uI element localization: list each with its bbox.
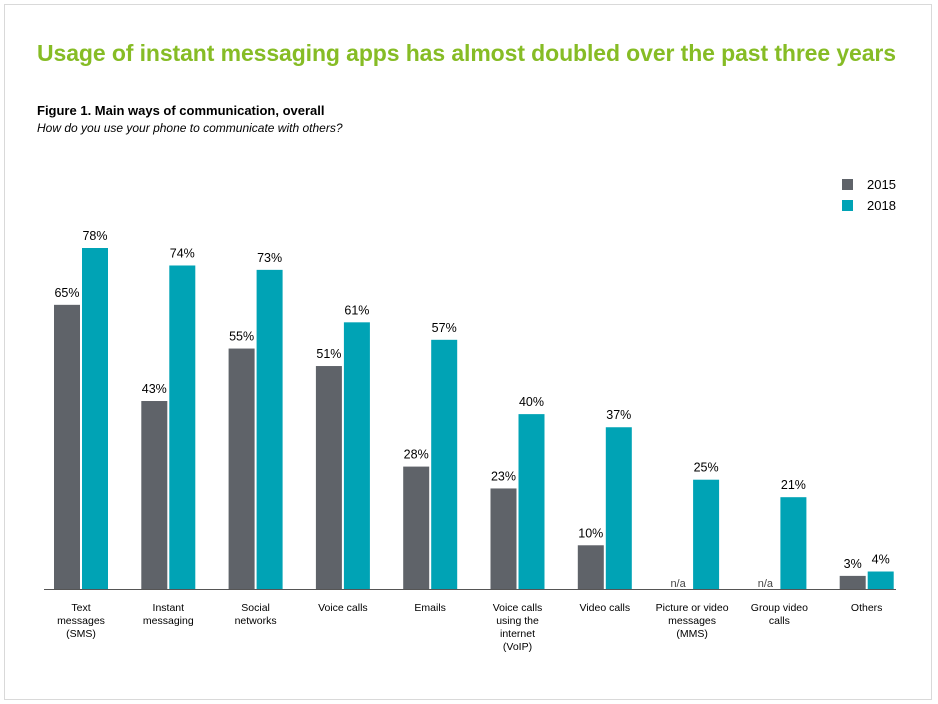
- category-label-2: Instant messaging: [118, 602, 218, 628]
- data-label-2015-10: 3%: [844, 557, 862, 571]
- data-label-2015-5: 28%: [404, 448, 429, 462]
- data-label-2015-2: 43%: [142, 382, 167, 396]
- category-label-line: Picture or video: [655, 602, 729, 614]
- category-label-line: (MMS): [676, 628, 708, 640]
- legend-item-2018: 2018: [842, 195, 896, 216]
- category-label-line: Video calls: [579, 602, 631, 614]
- category-label-line: messaging: [142, 615, 194, 627]
- category-label-line: Voice calls: [318, 602, 368, 614]
- data-label-2018-5: 57%: [432, 321, 457, 335]
- bar-2015-4: [315, 366, 342, 589]
- category-label-line: (SMS): [66, 628, 96, 640]
- category-label-4: Voice calls: [293, 602, 393, 615]
- data-label-2015-6: 23%: [491, 469, 516, 483]
- bar-2015-6: [490, 488, 517, 589]
- category-label-line: calls: [768, 615, 790, 627]
- category-label-line: (VoIP): [502, 641, 533, 653]
- bar-2018-8: [693, 479, 720, 589]
- data-label-2015-7: 10%: [578, 526, 603, 540]
- category-label-line: networks: [234, 615, 277, 627]
- bar-2018-5: [431, 339, 458, 589]
- bar-2015-7: [577, 545, 604, 589]
- legend-swatch-2015: [842, 179, 853, 190]
- category-label-line: Voice calls: [492, 602, 543, 614]
- bar-2018-4: [343, 322, 370, 589]
- category-label-line: Emails: [414, 602, 446, 614]
- bar-2015-10: [839, 575, 866, 589]
- figure-subtitle: How do you use your phone to communicate…: [37, 121, 343, 135]
- bar-2018-10: [867, 571, 894, 589]
- data-label-2015-8: n/a: [670, 578, 686, 590]
- category-label-line: messages: [668, 615, 717, 627]
- data-label-2015-4: 51%: [316, 347, 341, 361]
- data-label-2018-7: 37%: [606, 408, 631, 422]
- legend-swatch-2018: [842, 200, 853, 211]
- category-label-line: Text: [71, 602, 91, 614]
- data-label-2015-3: 55%: [229, 330, 254, 344]
- figure-title: Figure 1. Main ways of communication, ov…: [37, 103, 325, 118]
- category-label-8: Picture or video messages (MMS): [642, 602, 742, 641]
- data-label-2018-10: 4%: [872, 553, 890, 567]
- category-label-line: messages: [57, 615, 105, 627]
- category-label-10: Others: [817, 602, 917, 615]
- data-label-2018-2: 74%: [170, 246, 195, 260]
- category-label-line: internet: [499, 628, 536, 640]
- bar-2018-1: [82, 248, 108, 589]
- data-label-2018-3: 73%: [257, 251, 282, 265]
- data-label-2018-1: 78%: [82, 229, 107, 243]
- bar-2015-3: [228, 348, 255, 589]
- bar-2015-2: [141, 401, 168, 589]
- category-label-line: Instant: [152, 602, 185, 614]
- category-label-5: Emails: [380, 602, 480, 615]
- bar-2015-1: [54, 304, 80, 589]
- category-label-line: Social: [241, 602, 270, 614]
- category-label-1: Text messages (SMS): [31, 602, 131, 641]
- category-label-7: Video calls: [555, 602, 655, 615]
- data-label-2015-1: 65%: [54, 286, 79, 300]
- bar-2015-5: [403, 466, 430, 589]
- category-label-6: Voice calls using the internet (VoIP): [468, 602, 568, 654]
- data-label-2015-9: n/a: [758, 578, 774, 590]
- data-label-2018-9: 21%: [781, 478, 806, 492]
- headline: Usage of instant messaging apps has almo…: [37, 40, 896, 66]
- bar-2018-2: [169, 265, 196, 589]
- category-label-line: Group video: [750, 602, 808, 614]
- bar-2018-7: [605, 427, 632, 589]
- category-label-9: Group video calls: [729, 602, 829, 628]
- category-label-line: using the: [496, 615, 539, 627]
- legend: 2015 2018: [842, 174, 896, 216]
- category-label-line: Others: [850, 602, 883, 614]
- legend-item-2015: 2015: [842, 174, 896, 195]
- data-label-2018-4: 61%: [344, 303, 369, 317]
- bar-2018-6: [518, 414, 545, 589]
- legend-label-2015: 2015: [867, 177, 896, 192]
- legend-label-2018: 2018: [867, 198, 896, 213]
- data-label-2018-8: 25%: [694, 461, 719, 475]
- data-label-2018-6: 40%: [519, 395, 544, 409]
- category-label-3: Social networks: [206, 602, 306, 628]
- bar-2018-9: [780, 497, 807, 589]
- bar-2018-3: [256, 269, 283, 589]
